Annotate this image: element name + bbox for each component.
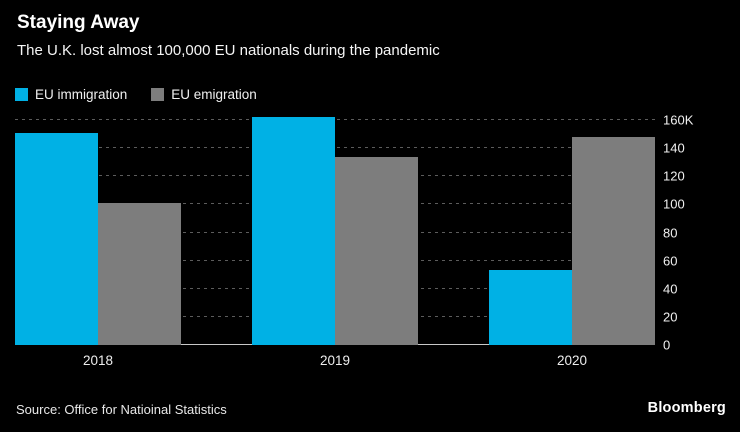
emigration-swatch-icon xyxy=(151,88,165,101)
gridline xyxy=(15,147,655,149)
y-axis-tick-label: 140 xyxy=(663,140,685,156)
y-axis-tick-label: 0 xyxy=(663,337,671,353)
y-axis: 0 20 40 60 80 100 120 140 160K xyxy=(663,112,733,352)
bar-eu-immigration-2020 xyxy=(489,270,572,345)
bar-eu-emigration-2020 xyxy=(572,136,655,345)
chart-subtitle: The U.K. lost almost 100,000 EU national… xyxy=(17,42,440,59)
legend: EU immigration EU emigration xyxy=(15,87,257,102)
bar-group-2018 xyxy=(15,113,181,345)
y-axis-tick-label: 60 xyxy=(663,253,678,269)
bar-group-2019 xyxy=(252,113,418,345)
plot-area xyxy=(15,113,655,345)
bar-eu-emigration-2019 xyxy=(335,156,418,345)
legend-item-immigration: EU immigration xyxy=(15,87,127,102)
x-axis-labels: 2018 2019 2020 xyxy=(15,353,655,368)
bar-eu-immigration-2019 xyxy=(252,117,335,345)
x-axis-label-2020: 2020 xyxy=(556,353,588,368)
chart-title: Staying Away xyxy=(17,12,140,33)
x-axis-label-2018: 2018 xyxy=(82,353,114,368)
y-axis-tick-label: 40 xyxy=(663,281,678,297)
bars-layer xyxy=(15,113,655,345)
bloomberg-logo: Bloomberg xyxy=(647,400,726,416)
y-axis-tick-label: 20 xyxy=(663,309,678,325)
source-note: Source: Office for Natioinal Statistics xyxy=(16,402,227,417)
y-axis-tick-label: 80 xyxy=(663,225,678,240)
gridline xyxy=(15,119,655,120)
legend-label-emigration: EU emigration xyxy=(171,87,257,102)
bar-eu-immigration-2018 xyxy=(15,132,98,345)
legend-item-emigration: EU emigration xyxy=(151,87,257,102)
y-axis-tick-label: 160K xyxy=(663,112,694,128)
bar-group-2020 xyxy=(489,113,655,345)
y-axis-tick-label: 100 xyxy=(663,196,685,212)
legend-label-immigration: EU immigration xyxy=(35,87,128,102)
bar-eu-emigration-2018 xyxy=(98,202,181,345)
x-axis-label-2019: 2019 xyxy=(319,353,351,368)
immigration-swatch-icon xyxy=(15,88,28,101)
y-axis-tick-label: 120 xyxy=(663,168,685,184)
